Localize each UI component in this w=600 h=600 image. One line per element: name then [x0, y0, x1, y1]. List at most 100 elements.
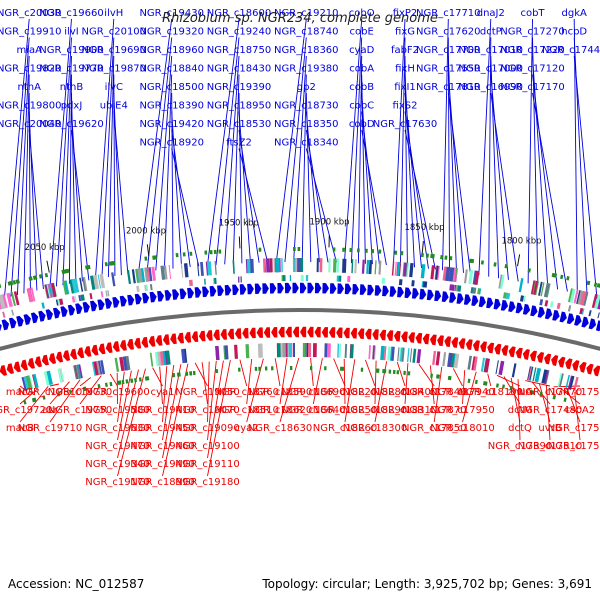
gene-label[interactable]: fixG [395, 27, 415, 38]
gene-label[interactable]: NGR_c19430 [139, 8, 204, 19]
gene-label[interactable]: cobC [349, 101, 374, 112]
gene-label[interactable]: ftsZ2 [226, 138, 252, 149]
gene-label[interactable]: NGR_c18840 [139, 64, 204, 75]
gene-label[interactable]: NGR_c20040 [0, 119, 61, 130]
gene-label[interactable]: NGR_c18760 [214, 387, 279, 398]
gene-label[interactable]: NGR_c18500 [139, 82, 204, 93]
gene-label[interactable]: NGR_c19460 [130, 441, 195, 452]
gene-label[interactable]: NGR_c18430 [207, 64, 272, 75]
gene-label[interactable]: NGR_c19070 [175, 405, 240, 416]
gene-label[interactable]: NGR_c19390 [207, 82, 272, 93]
gene-label[interactable]: NGR_c18690 [281, 387, 346, 398]
gene-label[interactable]: cya1 [151, 387, 175, 398]
gene-label[interactable]: NGR_c18750 [207, 45, 272, 56]
gene-label[interactable]: NGR_c19690 [82, 45, 147, 56]
gene-label[interactable]: macA [6, 387, 34, 398]
gene-label[interactable]: NGR_c17470 [518, 387, 583, 398]
gene-label[interactable]: gp2 [297, 82, 316, 93]
gene-label[interactable]: NGR_c16990 [459, 82, 524, 93]
gene-label[interactable]: cobA [349, 64, 374, 75]
gene-label[interactable]: NGR_c19410 [130, 405, 195, 416]
gene-label[interactable]: NGR_c17700 [416, 45, 481, 56]
gene-label[interactable]: NGR_c19600 [85, 387, 150, 398]
gene-label[interactable]: NGR_c18260 [313, 423, 378, 434]
gene-label[interactable]: NGR_c18010 [430, 423, 495, 434]
gene-label[interactable]: NGR_c17840 [402, 387, 467, 398]
gene-label[interactable]: NGR_c18290 [343, 405, 408, 416]
gene-label[interactable]: NGR_c18730 [274, 101, 339, 112]
gene-label[interactable]: NGR_c17390 [488, 441, 553, 452]
gene-label[interactable]: NGR_c18220 [313, 387, 378, 398]
gene-label[interactable]: NGR_c18920 [139, 138, 204, 149]
gene-label[interactable]: NGR_c18300 [343, 423, 408, 434]
gene-label[interactable]: NGR_c17000 [459, 64, 524, 75]
gene-label[interactable]: NGR_c18630 [248, 423, 313, 434]
gene-label[interactable]: NGR_c18250 [313, 405, 378, 416]
gene-label[interactable]: NGR_c18390 [139, 101, 204, 112]
gene-label[interactable]: NGR_c19240 [207, 27, 272, 38]
gene-label[interactable]: NGR_c17580 [548, 423, 600, 434]
gene-label[interactable]: NGR_c17710 [416, 8, 481, 19]
gene-label[interactable]: cya2 [235, 423, 259, 434]
gene-label[interactable]: asr [42, 405, 58, 416]
gene-label[interactable]: NGR_c19110 [175, 459, 240, 470]
gene-label[interactable]: NGR_c19170 [85, 477, 150, 488]
gene-label[interactable]: NGR_c18530 [207, 119, 272, 130]
gene-label[interactable]: NGR_c18360 [274, 45, 339, 56]
gene-label[interactable]: NGR_c17940 [430, 387, 495, 398]
gene-label[interactable]: dctQ [508, 423, 532, 434]
gene-label[interactable]: dgkA [562, 8, 587, 19]
gene-label[interactable]: NGR_c19770 [39, 64, 104, 75]
gene-label[interactable]: dctP [480, 27, 502, 38]
gene-label[interactable]: NGR_c18950 [207, 101, 272, 112]
gene-label[interactable]: NGR_c17220 [500, 45, 565, 56]
gene-label[interactable]: NGR_c18740 [274, 27, 339, 38]
gene-label[interactable]: hcpD [561, 27, 587, 38]
gene-label[interactable]: NGR_c18960 [139, 45, 204, 56]
gene-label[interactable]: NGR_c18280 [343, 387, 408, 398]
gene-label[interactable]: cobB [349, 82, 374, 93]
gene-label[interactable]: dnaJ2 [477, 8, 505, 19]
gene-label[interactable]: NGR_c19470 [85, 441, 150, 452]
gene-label[interactable]: znuA [508, 387, 533, 398]
gene-label[interactable]: ilvC [105, 82, 123, 93]
gene-label[interactable]: NGR_c17550 [416, 64, 481, 75]
gene-label[interactable]: NGR_c18340 [274, 138, 339, 149]
gene-label[interactable]: NGR_c20030 [0, 8, 61, 19]
gene-label[interactable]: NGR_c17120 [500, 64, 565, 75]
gene-label[interactable]: NGR_c19660 [39, 8, 104, 19]
gene-label[interactable]: NGR_c17630 [373, 119, 438, 130]
gene-label[interactable]: NGR_c19720 [0, 405, 52, 416]
gene-label[interactable]: NGR_c18350 [274, 119, 339, 130]
gene-label[interactable]: NGR_c18620 [248, 405, 313, 416]
gene-label[interactable]: ilvH [104, 8, 123, 19]
gene-label[interactable]: NGR_c19320 [139, 27, 204, 38]
gene-label[interactable]: fixI1 [394, 82, 416, 93]
gene-label[interactable]: NGR_c19620 [39, 119, 104, 130]
gene-label[interactable]: NGR_c19490 [130, 459, 195, 470]
gene-label[interactable]: macB [6, 423, 34, 434]
gene-label[interactable]: ilvI [64, 27, 78, 38]
gene-label[interactable]: NGR_c18100 [459, 387, 524, 398]
gene-label[interactable]: NGR_c19580 [85, 405, 150, 416]
gene-label[interactable]: NGR_c17620 [416, 27, 481, 38]
gene-label[interactable]: miaA [16, 45, 42, 56]
gene-label[interactable]: fixH [395, 64, 415, 75]
gene-label[interactable]: NGR_c19090 [175, 423, 240, 434]
gene-label[interactable]: fabF2 [391, 45, 419, 56]
gene-label[interactable]: NGR_c19630 [85, 423, 150, 434]
gene-label[interactable]: NGR_c17480 [518, 405, 583, 416]
gene-label[interactable]: NGR_c18640 [281, 405, 346, 416]
gene-label[interactable]: nthB [60, 82, 84, 93]
gene-label[interactable]: NGR_c19870 [82, 64, 147, 75]
gene-label[interactable]: NGR_c18990 [130, 477, 195, 488]
gene-label[interactable]: fixS2 [393, 101, 418, 112]
gene-label[interactable]: cyaD [349, 45, 375, 56]
gene-label[interactable]: pdxJ [61, 101, 83, 112]
gene-label[interactable]: NGR_c17590 [548, 441, 600, 452]
gene-label[interactable]: nthA [17, 82, 41, 93]
gene-label[interactable]: cobT [520, 8, 545, 19]
gene-label[interactable]: NGR_c17810 [416, 82, 481, 93]
gene-label[interactable]: NGR_c17510 [518, 441, 583, 452]
gene-label[interactable]: NGR_c19180 [175, 477, 240, 488]
